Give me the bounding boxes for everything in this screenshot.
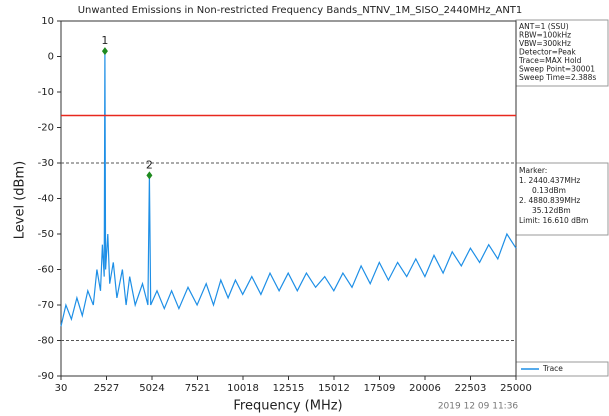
plot-area bbox=[60, 20, 517, 377]
settings-text: Sweep Point=30001 bbox=[519, 65, 595, 74]
settings-text: ANT=1 (SSU) bbox=[519, 22, 569, 31]
settings-text: Trace=MAX Hold bbox=[518, 56, 582, 65]
y-tick-label: -90 bbox=[38, 371, 54, 382]
x-tick-label: 25000 bbox=[500, 383, 532, 394]
marker-text: Marker: bbox=[519, 166, 547, 175]
x-tick-label: 5024 bbox=[139, 383, 164, 394]
y-tick-label: -30 bbox=[38, 158, 54, 169]
y-tick-label: -40 bbox=[38, 194, 54, 205]
settings-text: Sweep Time=2.388s bbox=[519, 73, 596, 82]
y-tick-label: -50 bbox=[38, 229, 54, 240]
marker-label: 2 bbox=[146, 158, 153, 171]
settings-text: RBW=100kHz bbox=[519, 31, 571, 40]
x-tick-label: 15012 bbox=[318, 383, 350, 394]
timestamp: 2019 12 09 11:36 bbox=[438, 402, 519, 412]
marker-point bbox=[101, 47, 108, 56]
settings-box bbox=[515, 19, 609, 87]
marker-text: 2. 4880.839MHz bbox=[519, 196, 580, 205]
y-axis-label: Level (dBm) bbox=[13, 161, 28, 239]
marker-box bbox=[515, 162, 609, 236]
x-tick-label: 7521 bbox=[185, 383, 210, 394]
legend-label: Trace bbox=[542, 364, 563, 373]
marker-label: 1 bbox=[101, 34, 108, 47]
x-tick-label: 22503 bbox=[455, 383, 487, 394]
y-tick-label: -60 bbox=[38, 265, 54, 276]
x-tick-label: 17509 bbox=[364, 383, 396, 394]
chart-title: Unwanted Emissions in Non-restricted Fre… bbox=[78, 5, 523, 16]
x-tick-label: 10018 bbox=[227, 383, 259, 394]
y-tick-label: 10 bbox=[41, 16, 54, 27]
y-tick-label: -80 bbox=[38, 336, 54, 347]
marker-text: 0.13dBm bbox=[532, 186, 566, 195]
x-tick-label: 12515 bbox=[273, 383, 305, 394]
x-tick-label: 2527 bbox=[94, 383, 119, 394]
x-tick-label: 20006 bbox=[409, 383, 441, 394]
settings-text: Detector=Peak bbox=[519, 48, 576, 57]
x-axis-label: Frequency (MHz) bbox=[233, 399, 342, 414]
y-tick-label: 0 bbox=[48, 52, 54, 63]
marker-text: 1. 2440.437MHz bbox=[519, 176, 580, 185]
y-tick-label: -20 bbox=[38, 123, 54, 134]
x-tick-label: 30 bbox=[55, 383, 68, 394]
marker-text: Limit: 16.610 dBm bbox=[519, 216, 588, 225]
marker-point bbox=[146, 171, 153, 180]
y-tick-label: -70 bbox=[38, 300, 54, 311]
settings-text: VBW=300kHz bbox=[519, 39, 571, 48]
y-tick-label: -10 bbox=[38, 87, 54, 98]
marker-text: 35.12dBm bbox=[532, 206, 571, 215]
